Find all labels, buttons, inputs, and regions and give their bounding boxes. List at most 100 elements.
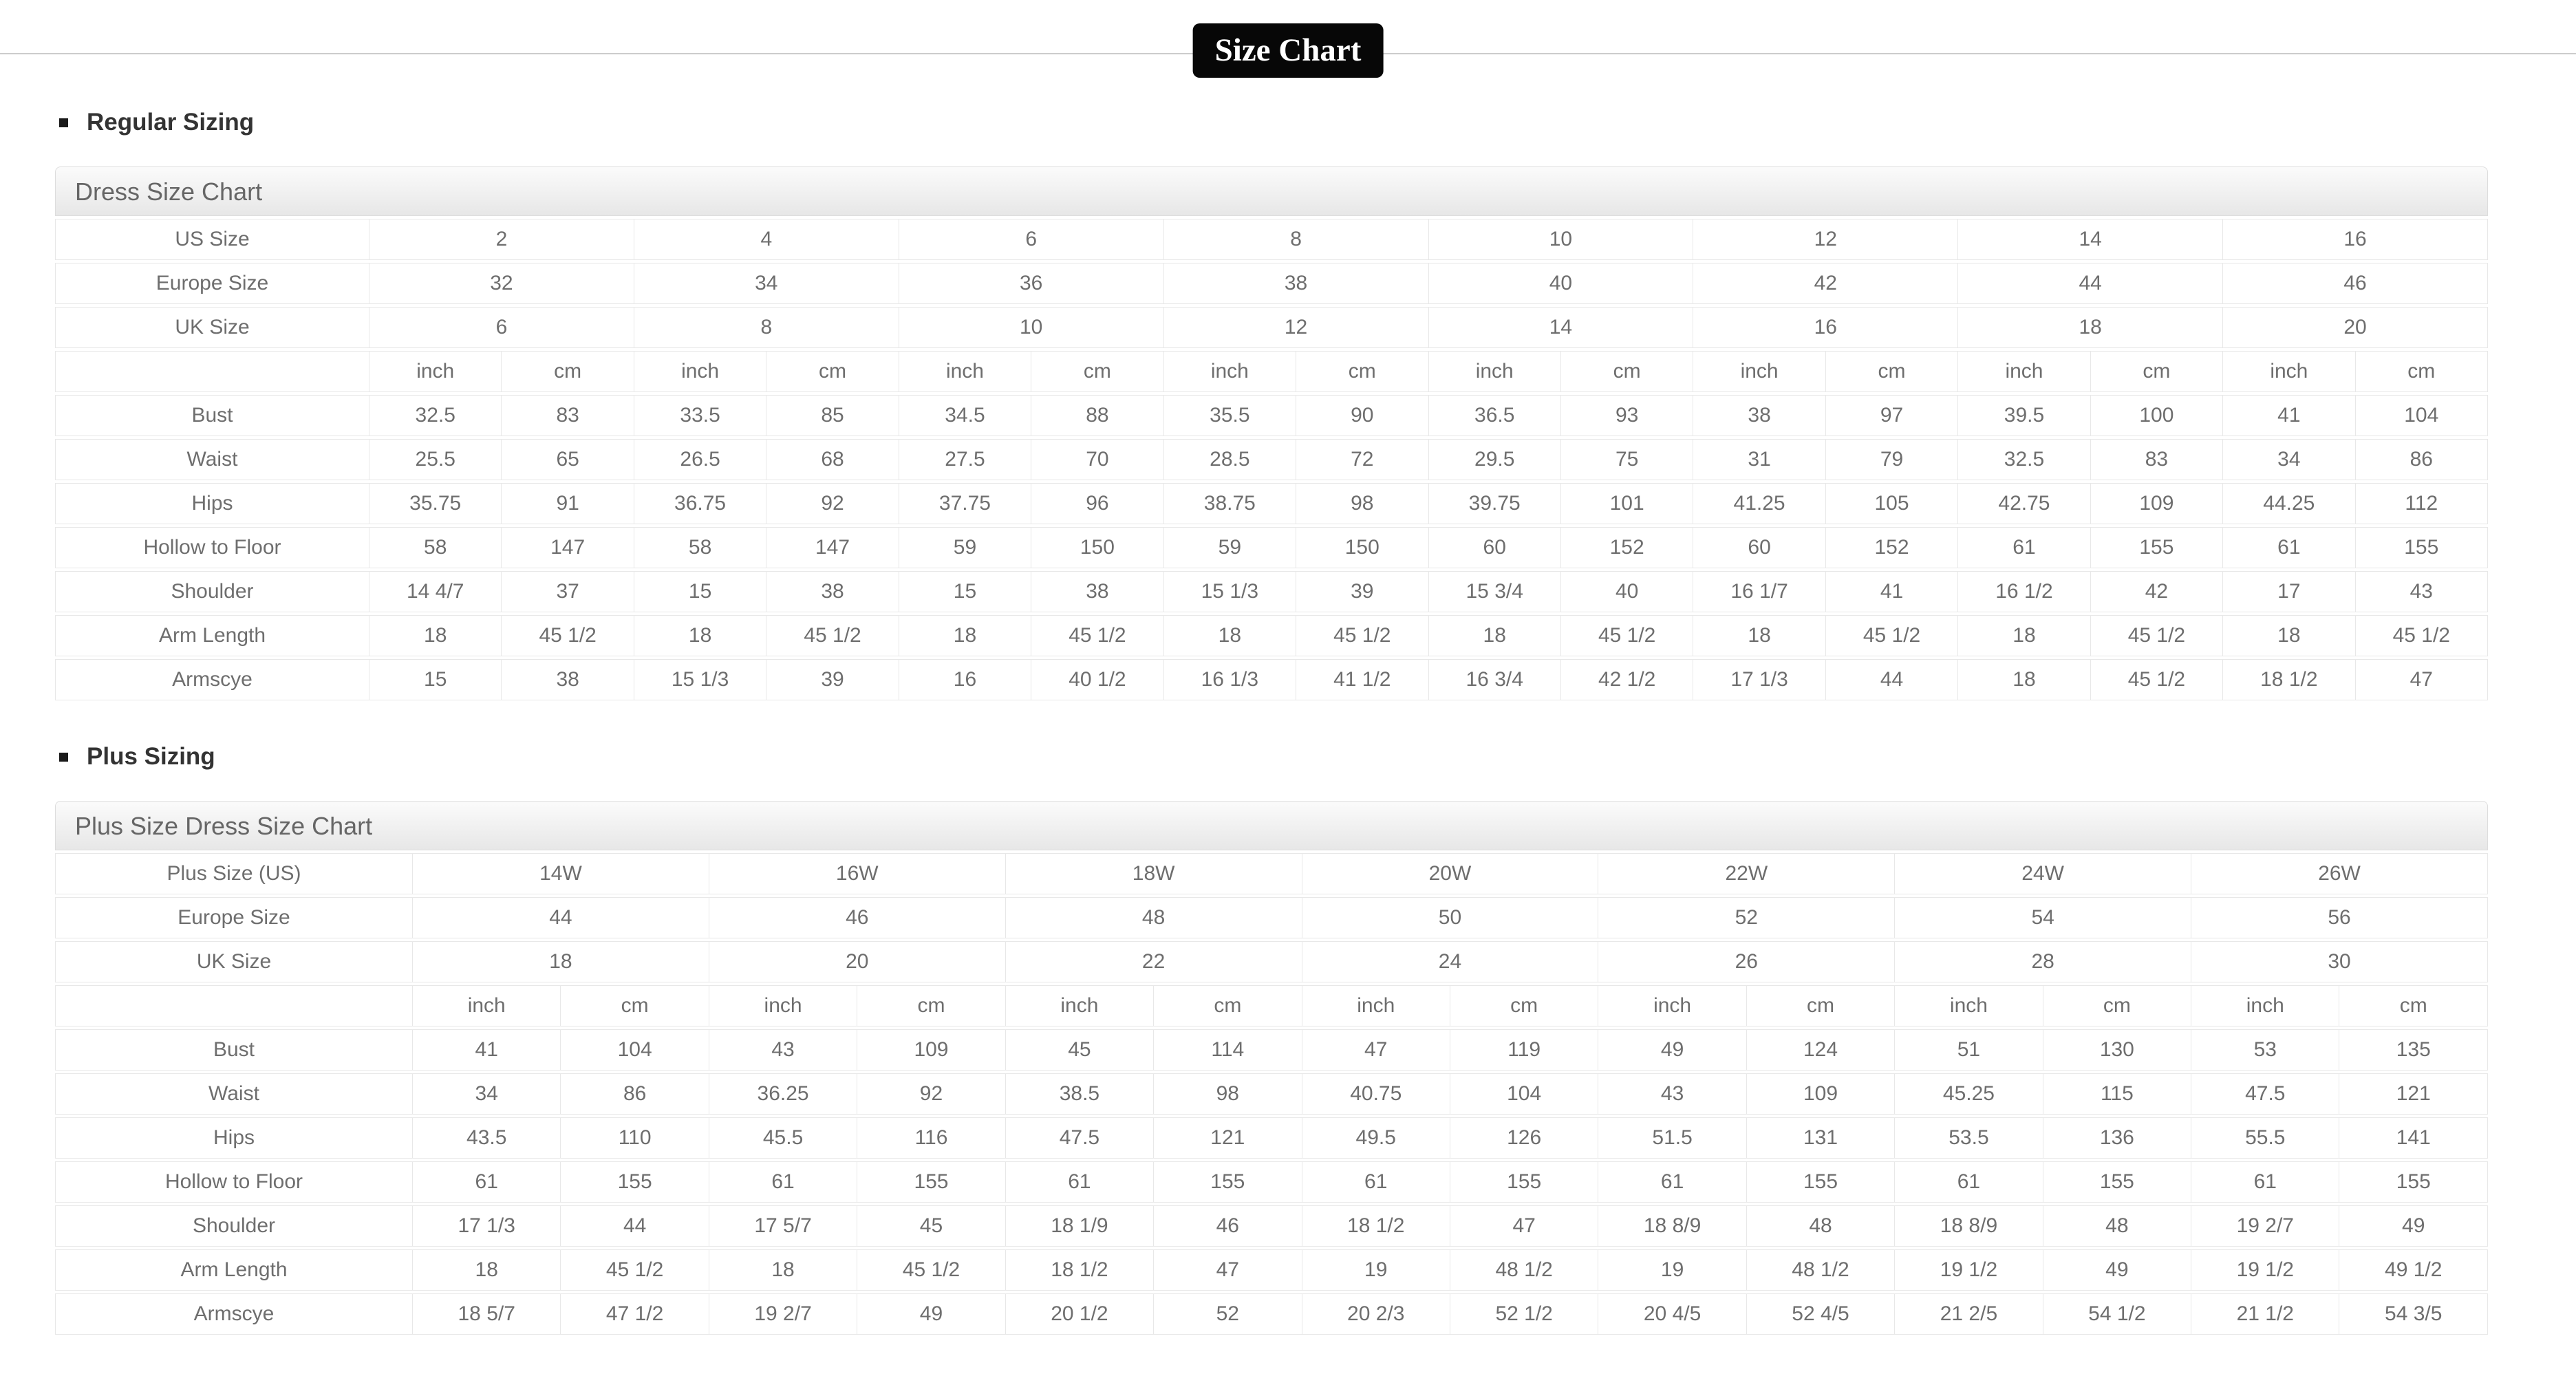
row-label: Hips bbox=[55, 483, 369, 524]
size-value-cell: 52 bbox=[1598, 897, 1896, 938]
unit-cell: inch bbox=[2223, 351, 2356, 392]
size-value-cell: 42 bbox=[1693, 263, 1959, 304]
measure-row: Armscye 15 38 15 1/3 39 16 40 1/2 16 1/3 41 1/2 1… bbox=[55, 659, 2488, 700]
row-label: Shoulder bbox=[55, 1205, 413, 1247]
plus-table-caption: Plus Size Dress Size Chart bbox=[55, 801, 2488, 850]
measure-value-cell: 37.75 bbox=[899, 483, 1032, 524]
unit-cell: cm bbox=[1296, 351, 1429, 392]
measure-value-cell: 104 bbox=[2355, 395, 2488, 436]
measure-value-cell: 47 bbox=[1302, 1029, 1450, 1071]
measure-value-cell: 15 1/3 bbox=[1163, 571, 1297, 612]
row-label: UK Size bbox=[55, 941, 413, 982]
measure-value-cell: 38 bbox=[502, 659, 634, 700]
measure-value-cell: 19 1/2 bbox=[1895, 1249, 2043, 1291]
size-row: Plus Size (US) 14W 16W 18W 20W 22W 24W 26W bbox=[55, 853, 2488, 894]
measure-value-cell: 45 1/2 bbox=[502, 615, 634, 656]
measure-value-cell: 104 bbox=[1450, 1073, 1599, 1115]
measure-value-cell: 61 bbox=[1598, 1161, 1747, 1203]
size-value-cell: 38 bbox=[1163, 263, 1429, 304]
size-value-cell: 4 bbox=[634, 219, 899, 260]
measure-value-cell: 147 bbox=[766, 527, 899, 568]
measure-value-cell: 18 bbox=[634, 615, 767, 656]
measure-value-cell: 48 bbox=[1746, 1205, 1896, 1247]
row-label: Waist bbox=[55, 1073, 413, 1115]
measure-value-cell: 37 bbox=[502, 571, 634, 612]
measure-value-cell: 19 1/2 bbox=[2191, 1249, 2340, 1291]
row-label bbox=[55, 985, 413, 1026]
measure-value-cell: 155 bbox=[2339, 1161, 2488, 1203]
measure-value-cell: 109 bbox=[2090, 483, 2224, 524]
unit-cell: inch bbox=[1163, 351, 1297, 392]
measure-value-cell: 18 bbox=[709, 1249, 858, 1291]
square-bullet-icon bbox=[59, 118, 68, 127]
measure-value-cell: 19 2/7 bbox=[709, 1293, 858, 1335]
measure-value-cell: 72 bbox=[1296, 439, 1429, 480]
measure-value-cell: 21 2/5 bbox=[1895, 1293, 2043, 1335]
size-value-cell: 22W bbox=[1598, 853, 1896, 894]
size-value-cell: 20W bbox=[1302, 853, 1599, 894]
measure-value-cell: 18 8/9 bbox=[1895, 1205, 2043, 1247]
measure-value-cell: 61 bbox=[2223, 527, 2356, 568]
measure-value-cell: 45 1/2 bbox=[1296, 615, 1429, 656]
measure-value-cell: 48 1/2 bbox=[1746, 1249, 1896, 1291]
measure-value-cell: 155 bbox=[857, 1161, 1006, 1203]
measure-row: Hollow to Floor 61 155 61 155 61 155 61 155 61 155… bbox=[55, 1161, 2488, 1203]
size-value-cell: 56 bbox=[2191, 897, 2488, 938]
measure-value-cell: 14 4/7 bbox=[369, 571, 502, 612]
size-value-cell: 14 bbox=[1428, 307, 1694, 348]
plus-size-table: Plus Size (US) 14W 16W 18W 20W 22W 24W 26W Europ… bbox=[55, 850, 2488, 1337]
measure-value-cell: 59 bbox=[1163, 527, 1297, 568]
size-value-cell: 20 bbox=[709, 941, 1006, 982]
measure-value-cell: 45 1/2 bbox=[1560, 615, 1694, 656]
measure-value-cell: 150 bbox=[1296, 527, 1429, 568]
size-value-cell: 6 bbox=[369, 307, 634, 348]
size-value-cell: 24 bbox=[1302, 941, 1599, 982]
row-label: UK Size bbox=[55, 307, 369, 348]
measure-value-cell: 45.25 bbox=[1895, 1073, 2043, 1115]
measure-row: Shoulder 17 1/3 44 17 5/7 45 18 1/9 46 18 1/2 47… bbox=[55, 1205, 2488, 1247]
unit-cell: cm bbox=[1746, 985, 1896, 1026]
unit-cell: inch bbox=[1693, 351, 1826, 392]
measure-value-cell: 38.75 bbox=[1163, 483, 1297, 524]
measure-value-cell: 47 bbox=[1154, 1249, 1302, 1291]
size-value-cell: 14 bbox=[1958, 219, 2224, 260]
measure-value-cell: 15 bbox=[899, 571, 1032, 612]
unit-cell: cm bbox=[1031, 351, 1164, 392]
size-row: Europe Size 44 46 48 50 52 54 56 bbox=[55, 897, 2488, 938]
measure-value-cell: 92 bbox=[857, 1073, 1006, 1115]
measure-value-cell: 49 bbox=[1598, 1029, 1747, 1071]
measure-value-cell: 49 bbox=[857, 1293, 1006, 1335]
measure-value-cell: 135 bbox=[2339, 1029, 2488, 1071]
measure-row: Shoulder 14 4/7 37 15 38 15 38 15 1/3 39 15 3/4 40… bbox=[55, 571, 2488, 612]
measure-value-cell: 155 bbox=[2090, 527, 2224, 568]
unit-cell: inch bbox=[1895, 985, 2043, 1026]
measure-value-cell: 61 bbox=[2191, 1161, 2340, 1203]
unit-cell: cm bbox=[1450, 985, 1599, 1026]
unit-cell: cm bbox=[502, 351, 634, 392]
measure-value-cell: 41 1/2 bbox=[1296, 659, 1429, 700]
measure-value-cell: 83 bbox=[2090, 439, 2224, 480]
measure-value-cell: 19 bbox=[1598, 1249, 1747, 1291]
measure-value-cell: 18 bbox=[1693, 615, 1826, 656]
measure-value-cell: 92 bbox=[766, 483, 899, 524]
measure-row: Waist 34 86 36.25 92 38.5 98 40.75 104 43 109 45.25… bbox=[55, 1073, 2488, 1115]
measure-value-cell: 42 1/2 bbox=[1560, 659, 1694, 700]
measure-value-cell: 28.5 bbox=[1163, 439, 1297, 480]
measure-value-cell: 155 bbox=[1450, 1161, 1599, 1203]
size-value-cell: 8 bbox=[634, 307, 899, 348]
size-value-cell: 18W bbox=[1005, 853, 1302, 894]
unit-cell: inch bbox=[1958, 351, 2091, 392]
measure-value-cell: 61 bbox=[413, 1161, 561, 1203]
measure-value-cell: 41 bbox=[1825, 571, 1959, 612]
size-value-cell: 46 bbox=[709, 897, 1006, 938]
measure-value-cell: 31 bbox=[1693, 439, 1826, 480]
measure-value-cell: 44.25 bbox=[2223, 483, 2356, 524]
measure-value-cell: 45 1/2 bbox=[766, 615, 899, 656]
size-value-cell: 24W bbox=[1895, 853, 2192, 894]
measure-value-cell: 19 bbox=[1302, 1249, 1450, 1291]
measure-value-cell: 109 bbox=[1746, 1073, 1896, 1115]
size-value-cell: 50 bbox=[1302, 897, 1599, 938]
measure-value-cell: 60 bbox=[1693, 527, 1826, 568]
size-value-cell: 16 bbox=[2223, 219, 2488, 260]
measure-value-cell: 43 bbox=[2355, 571, 2488, 612]
